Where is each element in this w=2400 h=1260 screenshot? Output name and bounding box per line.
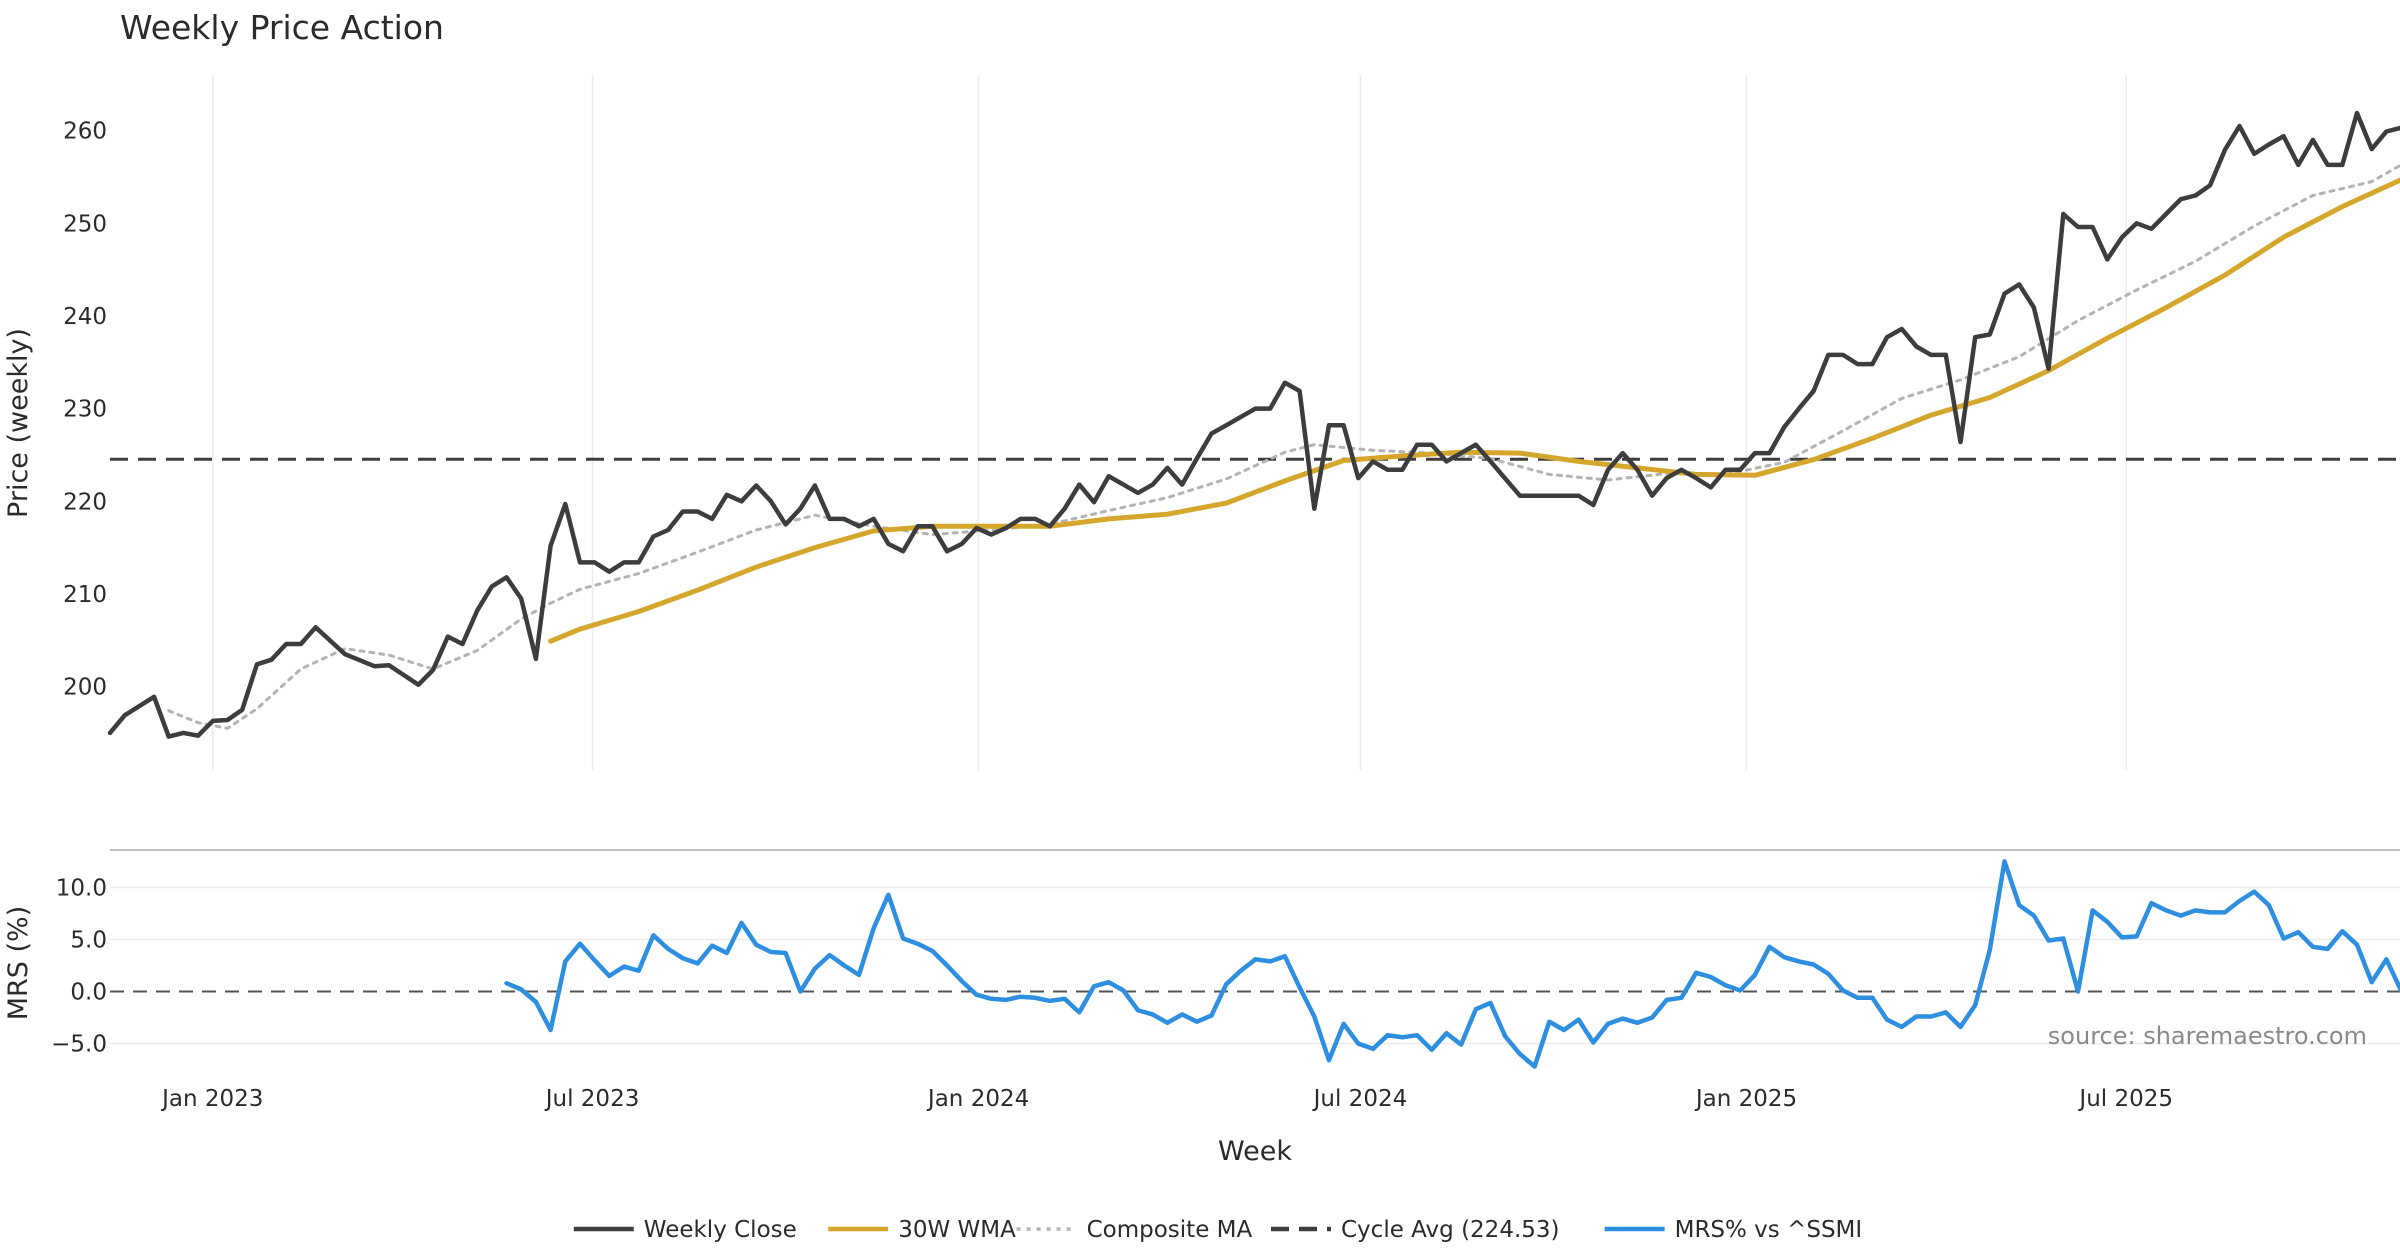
price-y-tick-250: 250 <box>63 211 107 237</box>
x-tick-jan-2023: Jan 2023 <box>160 1086 263 1112</box>
x-axis-label: Week <box>1218 1136 1292 1167</box>
legend-label-30w-wma: 30W WMA <box>898 1217 1016 1243</box>
mrs-y-tick-labels: 10.0 5.0 0.0 −5.0 <box>51 875 107 1057</box>
chart-title: Weekly Price Action <box>120 8 444 47</box>
price-y-tick-labels: 200 210 220 230 240 250 260 <box>63 119 107 701</box>
mrs-panel: 10.0 5.0 0.0 −5.0 MRS (%) source: sharemaes… <box>3 859 2400 1069</box>
mrs-gridlines <box>110 886 2400 1045</box>
x-tick-jul-2024: Jul 2024 <box>1312 1086 1408 1112</box>
price-panel: 200 210 220 230 240 250 260 Price (weekly) <box>3 75 2400 770</box>
mrs-y-tick-5-0: −5.0 <box>51 1032 107 1058</box>
x-tick-jan-2025: Jan 2025 <box>1694 1086 1797 1112</box>
x-tick-jan-2024: Jan 2024 <box>926 1086 1029 1112</box>
price-y-tick-200: 200 <box>63 675 107 701</box>
series-line-composite-ma <box>167 163 2400 730</box>
price-y-tick-210: 210 <box>63 582 107 608</box>
mrs-y-axis-label: MRS (%) <box>3 906 34 1021</box>
legend-label-composite-ma: Composite MA <box>1087 1217 1253 1243</box>
price-series-lines <box>107 110 2400 739</box>
mrs-y-tick-0-0: 0.0 <box>70 980 107 1006</box>
legend: Weekly Close 30W WMA Composite MA Cycle Avg… <box>573 1217 1863 1243</box>
legend-label-cycle-avg-224-53: Cycle Avg (224.53) <box>1341 1217 1560 1243</box>
series-line-weekly-close <box>107 110 2400 739</box>
price-gridlines <box>212 75 2127 770</box>
mrs-y-tick-10-0: 10.0 <box>56 875 107 901</box>
series-line-mrs-vs-ssmi <box>504 859 2400 1069</box>
mrs-series-lines <box>504 859 2400 1069</box>
price-y-axis-label: Price (weekly) <box>3 328 34 518</box>
price-y-tick-240: 240 <box>63 304 107 330</box>
x-tick-labels: Jan 2023 Jul 2023 Jan 2024 Jul 2024 Jan 2025… <box>160 1086 2173 1112</box>
legend-label-weekly-close: Weekly Close <box>644 1217 797 1243</box>
mrs-y-tick-5-0: 5.0 <box>70 928 107 954</box>
price-y-tick-260: 260 <box>63 119 107 145</box>
x-tick-jul-2025: Jul 2025 <box>2077 1086 2173 1112</box>
legend-label-mrs-vs-ssmi: MRS% vs ^SSMI <box>1675 1217 1863 1243</box>
price-y-tick-230: 230 <box>63 397 107 423</box>
x-tick-jul-2023: Jul 2023 <box>544 1086 640 1112</box>
price-y-tick-220: 220 <box>63 489 107 515</box>
source-annotation: source: sharemaestro.com <box>2048 1022 2367 1050</box>
